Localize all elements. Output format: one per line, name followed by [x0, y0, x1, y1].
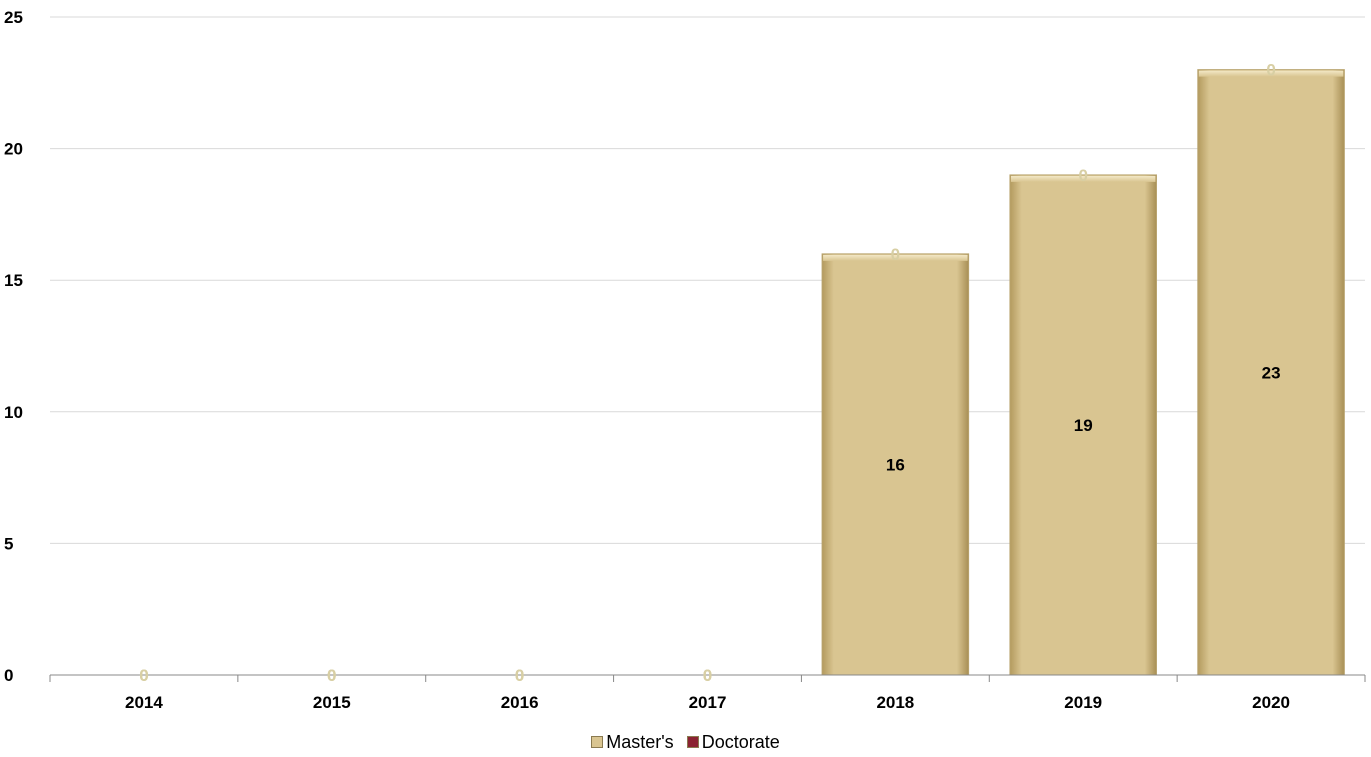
- legend-swatch-doctorate: [686, 736, 699, 748]
- bar-top-highlight: [1010, 175, 1156, 182]
- x-tick-label: 2019: [1064, 693, 1102, 712]
- x-tick-label: 2018: [876, 693, 914, 712]
- bar-masters: [821, 253, 970, 676]
- bar-body: [821, 253, 970, 676]
- y-tick-label: 20: [4, 140, 23, 159]
- bar-top-highlight: [1198, 70, 1344, 77]
- y-tick-label: 10: [4, 403, 23, 422]
- y-tick-label: 5: [4, 534, 13, 553]
- legend-item-doctorate: Doctorate: [686, 732, 780, 753]
- x-axis: [49, 674, 1366, 682]
- data-label-zero: 0: [891, 245, 900, 264]
- data-label-zero: 0: [1078, 166, 1087, 185]
- bars: [821, 69, 1345, 676]
- data-label-zero: 0: [1266, 61, 1275, 80]
- data-label-zero: 0: [515, 666, 524, 685]
- y-tick-label: 0: [4, 666, 13, 685]
- x-tick-label: 2017: [689, 693, 727, 712]
- data-label-zero: 0: [515, 666, 524, 685]
- x-tick-label: 2020: [1252, 693, 1290, 712]
- x-tick-label: 2015: [313, 693, 351, 712]
- data-label-zero: 0: [703, 666, 712, 685]
- x-tick-label: 2014: [125, 693, 163, 712]
- data-label: 16: [886, 455, 905, 474]
- data-label-zero: 0: [327, 666, 336, 685]
- data-label-zero: 0: [703, 666, 712, 685]
- data-label: 19: [1074, 416, 1093, 435]
- bar-body: [1197, 69, 1345, 676]
- y-tick-label: 25: [4, 8, 23, 27]
- legend: Master's Doctorate: [0, 732, 1371, 753]
- data-label-zero: 0: [139, 666, 148, 685]
- legend-label-doctorate: Doctorate: [701, 732, 780, 752]
- x-tick-label: 2016: [501, 693, 539, 712]
- legend-swatch-masters: [591, 736, 604, 748]
- bar-top-highlight: [823, 254, 968, 261]
- data-label: 23: [1262, 363, 1281, 382]
- gridlines: [50, 16, 1365, 544]
- labels: 0 5 10 15 20 25 2014 2015 2016 2017 2018 2019 2020 0 0…: [4, 8, 1290, 712]
- y-tick-label: 15: [4, 271, 23, 290]
- legend-label-masters: Master's: [606, 732, 674, 752]
- data-label-zero: 0: [139, 666, 148, 685]
- bar-masters: [1197, 69, 1345, 676]
- legend-item-masters: Master's: [591, 732, 674, 753]
- data-label-zero: 0: [327, 666, 336, 685]
